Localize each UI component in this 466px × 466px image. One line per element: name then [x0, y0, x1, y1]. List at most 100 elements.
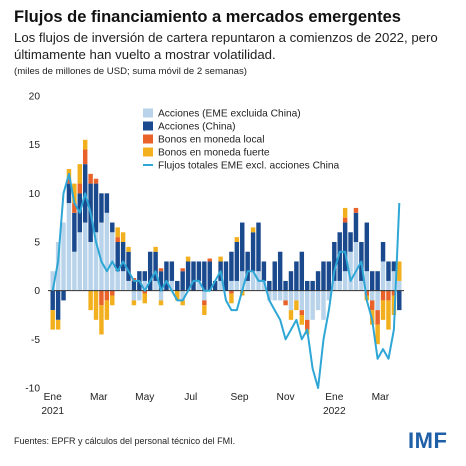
- bar-segment: [93, 178, 99, 184]
- bar-segment: [72, 212, 77, 252]
- bar-segment: [386, 280, 391, 291]
- legend-label: Acciones (China): [158, 122, 236, 133]
- bar-segment: [326, 290, 332, 301]
- bar-segment: [305, 290, 310, 320]
- bar-segment: [202, 300, 207, 306]
- bar-segment: [120, 232, 126, 242]
- bar-segment: [391, 290, 397, 296]
- bar-segment: [359, 280, 364, 291]
- bar-segment: [391, 295, 397, 315]
- bar-segment: [267, 280, 272, 291]
- bar-segment: [288, 310, 294, 320]
- x-tick-label: May: [135, 392, 155, 403]
- bar-segment: [158, 271, 164, 291]
- x-tick-label: Jul: [184, 392, 197, 403]
- bar-segment: [77, 164, 83, 184]
- bar-segment: [196, 280, 202, 291]
- legend-swatch: [143, 134, 153, 144]
- bar-segment: [175, 280, 180, 291]
- bar-segment: [207, 261, 212, 291]
- series-line-flujos-totales: [51, 172, 401, 389]
- bar-segment: [299, 310, 305, 315]
- bar-segment: [250, 227, 256, 233]
- bar-segment: [120, 271, 126, 291]
- bar-segment: [240, 271, 245, 291]
- chart-title: Flujos de financiamiento a mercados emer…: [14, 8, 401, 26]
- bar-segment: [104, 300, 110, 320]
- x-tick-label: Mar: [372, 392, 390, 403]
- x-tick-label: Ene: [44, 392, 62, 403]
- bar-segment: [288, 290, 294, 311]
- bar-segment: [153, 280, 158, 291]
- bar-segment: [115, 242, 120, 272]
- bar-segment: [305, 280, 310, 291]
- y-tick-label: 5: [34, 238, 40, 249]
- legend-swatch: [143, 108, 153, 118]
- bar-segment: [397, 280, 402, 291]
- bar-segment: [104, 212, 110, 291]
- bar-segment: [115, 271, 120, 291]
- bar-segment: [234, 242, 240, 281]
- bar-segment: [283, 290, 288, 301]
- bar-segment: [272, 261, 277, 291]
- bar-segment: [250, 271, 256, 291]
- bar-segment: [158, 268, 164, 272]
- bar-segment: [110, 222, 115, 233]
- bar-segment: [277, 251, 283, 291]
- bar-segment: [82, 139, 88, 150]
- bar-segment: [137, 290, 142, 301]
- bar-segment: [72, 183, 77, 204]
- bar-segment: [202, 290, 207, 301]
- x-tick-label: Mar: [90, 392, 108, 403]
- x-tick-label: Sep: [230, 392, 248, 403]
- bar-segment: [153, 251, 158, 281]
- x-tick-label: Ene: [325, 392, 343, 403]
- bar-segment: [99, 222, 104, 291]
- bar-segment: [310, 280, 315, 291]
- bar-segment: [294, 300, 299, 311]
- bar-segment: [82, 149, 88, 165]
- bar-segment: [229, 293, 234, 304]
- bar-segment: [342, 271, 348, 291]
- bar-segment: [77, 232, 83, 291]
- legend-label: Acciones (EME excluida China): [158, 109, 301, 120]
- y-tick-label: 20: [29, 92, 41, 103]
- bar-segment: [283, 280, 288, 291]
- bar-segment: [104, 290, 110, 301]
- bar-segment: [120, 242, 126, 272]
- bar-segment: [66, 178, 72, 184]
- bar-segment: [391, 261, 397, 272]
- bar-segment: [82, 222, 88, 291]
- imf-logo: IMF: [408, 428, 448, 453]
- bar-segment: [261, 280, 267, 291]
- bar-segment: [77, 183, 83, 194]
- bar-segment: [342, 207, 348, 218]
- bar-segment: [380, 300, 386, 320]
- bar-segment: [234, 237, 240, 242]
- bar-segment: [180, 300, 185, 306]
- bar-segment: [321, 261, 326, 291]
- bar-segment: [169, 261, 175, 281]
- bar-segment: [305, 319, 310, 330]
- bar-segment: [164, 261, 169, 291]
- bar-segment: [223, 261, 229, 291]
- bar-segment: [288, 271, 294, 291]
- bar-segment: [61, 290, 66, 301]
- bar-segment: [191, 261, 196, 291]
- bar-segment: [299, 251, 305, 291]
- bar-segment: [115, 237, 120, 242]
- bar-segment: [348, 251, 353, 291]
- bar-segment: [364, 222, 370, 272]
- bar-segment: [375, 324, 380, 345]
- bar-segment: [337, 232, 342, 281]
- bar-segment: [88, 290, 93, 311]
- bar-segment: [50, 271, 55, 291]
- bar-segment: [245, 251, 250, 281]
- bar-segment: [202, 261, 207, 291]
- bar-segment: [99, 305, 104, 335]
- bar-segment: [369, 290, 375, 301]
- bar-segment: [229, 290, 234, 294]
- bar-segment: [386, 261, 391, 281]
- bar-segment: [61, 222, 66, 291]
